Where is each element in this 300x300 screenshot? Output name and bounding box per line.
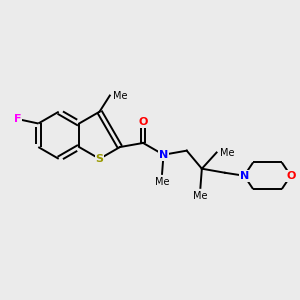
Text: Me: Me	[155, 177, 169, 187]
Text: Me: Me	[220, 148, 234, 158]
Text: F: F	[14, 114, 22, 124]
Text: S: S	[95, 154, 104, 164]
Text: N: N	[159, 150, 168, 160]
Text: Me: Me	[193, 191, 208, 201]
Text: Me: Me	[113, 91, 127, 100]
Text: O: O	[286, 171, 296, 181]
Text: N: N	[240, 171, 249, 181]
Text: O: O	[138, 117, 148, 128]
